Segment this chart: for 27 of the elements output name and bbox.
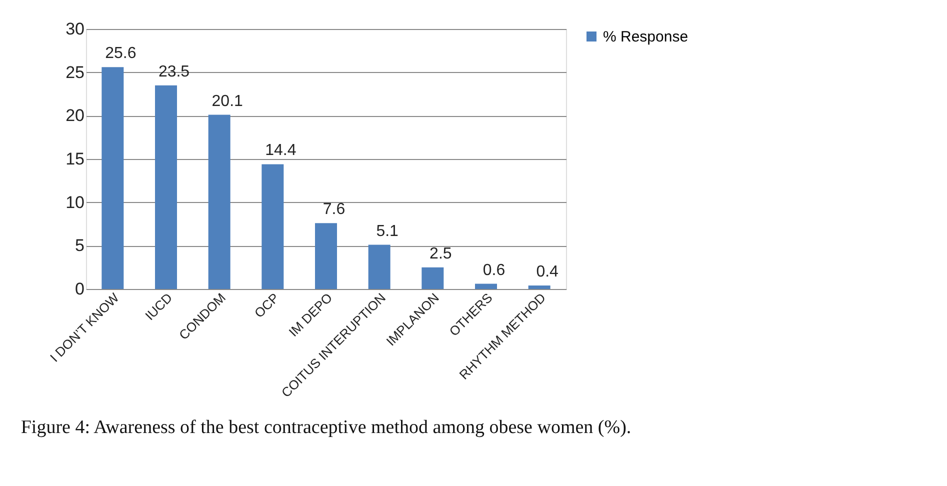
bar [155,85,177,289]
y-tick-label: 25 [66,62,84,82]
data-label: 0.6 [482,262,506,279]
bar [102,67,124,289]
bar [528,286,550,289]
data-label: 2.5 [430,245,452,262]
data-label: 23.5 [158,63,190,80]
y-tick-label: 10 [66,192,84,212]
bar [422,267,444,289]
y-tick-label: 30 [66,20,84,38]
y-tick-label: 5 [75,236,84,256]
bar [315,223,337,289]
data-label: 7.6 [322,201,346,218]
data-label: 5.1 [376,222,399,240]
y-tick-label: 0 [75,280,84,298]
y-tick-label: 15 [66,150,84,168]
legend-label: % Response [603,28,688,46]
bar [262,164,284,289]
data-label: 14.4 [265,142,296,160]
data-label: 0.4 [536,264,559,281]
data-label: 20.1 [212,92,244,110]
data-label: 25.6 [105,45,136,62]
bar [208,114,230,289]
y-tick-label: 20 [66,106,84,126]
bar [475,284,497,289]
caption: Figure 4: Awareness of the best contraceptive method among obese women (%). [20,416,632,438]
bar [368,244,390,289]
